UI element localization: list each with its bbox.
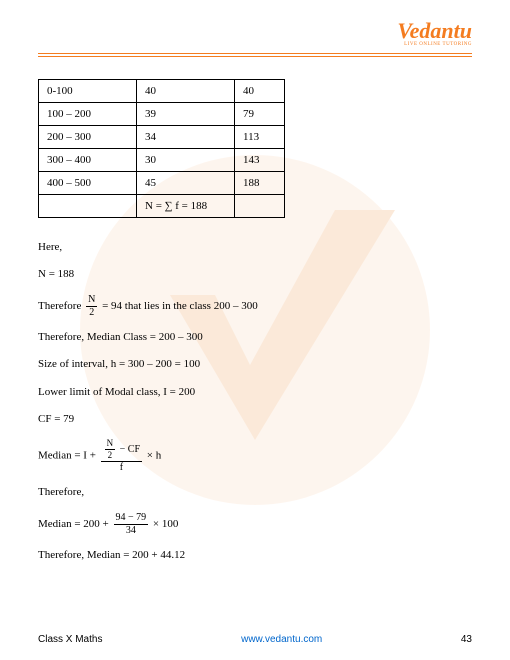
table-row: 100 – 2003979: [39, 103, 285, 126]
brand-header: Vedantu LIVE ONLINE TUTORING: [38, 20, 472, 47]
table-row: 400 – 50045188: [39, 172, 285, 195]
median-formula: Median = I + N2 − CFf × h: [38, 439, 472, 473]
text-n-over-2: Therefore N2 = 94 that lies in the class…: [38, 295, 472, 318]
text-here: Here,: [38, 240, 472, 255]
brand-name: Vedantu: [397, 20, 472, 42]
text-n: N = 188: [38, 267, 472, 282]
text-median-class: Therefore, Median Class = 200 – 300: [38, 330, 472, 345]
table-row: 0-1004040: [39, 80, 285, 103]
text-result: Therefore, Median = 200 + 44.12: [38, 548, 472, 563]
table-row: 200 – 30034113: [39, 126, 285, 149]
median-calc: Median = 200 + 94 − 7934 × 100: [38, 513, 472, 536]
footer-link[interactable]: www.vedantu.com: [241, 634, 322, 645]
fraction: N2 − CFf: [101, 439, 142, 473]
header-rule: [38, 53, 472, 57]
text-therefore: Therefore,: [38, 485, 472, 500]
brand-tagline: LIVE ONLINE TUTORING: [397, 42, 472, 47]
page-footer: Class X Maths www.vedantu.com 43: [38, 634, 472, 645]
page-number: 43: [461, 634, 472, 645]
text-lower: Lower limit of Modal class, I = 200: [38, 385, 472, 400]
text-cf: CF = 79: [38, 412, 472, 427]
fraction: 94 − 7934: [114, 513, 149, 536]
table-row: 300 – 40030143: [39, 149, 285, 172]
text-interval: Size of interval, h = 300 – 200 = 100: [38, 357, 472, 372]
table-row: N = ∑ f = 188: [39, 195, 285, 218]
footer-left: Class X Maths: [38, 634, 102, 645]
frequency-table: 0-1004040 100 – 2003979 200 – 30034113 3…: [38, 79, 285, 218]
fraction: N2: [86, 295, 97, 318]
